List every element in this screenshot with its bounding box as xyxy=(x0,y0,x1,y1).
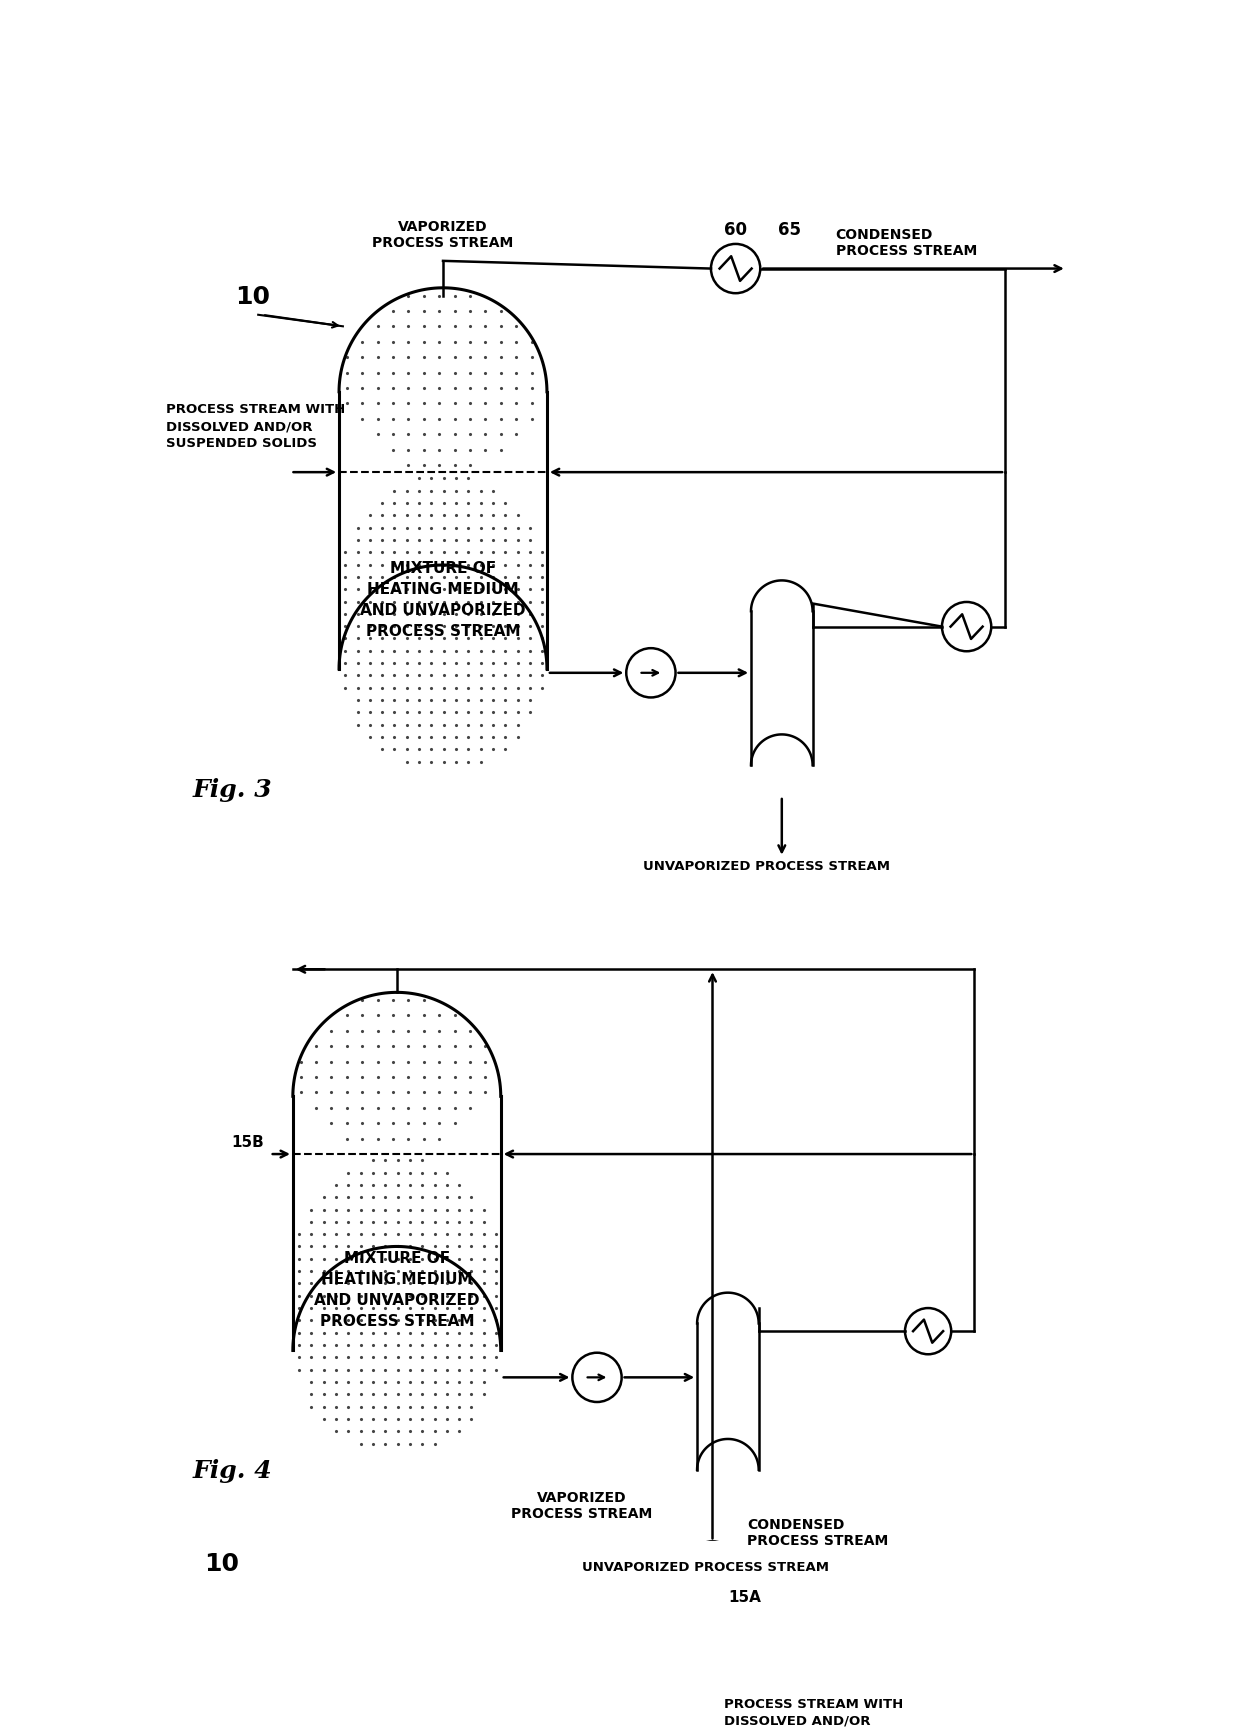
Text: PROCESS STREAM WITH
DISSOLVED AND/OR
SUSPENDED SOLIDS: PROCESS STREAM WITH DISSOLVED AND/OR SUS… xyxy=(724,1697,903,1732)
Text: MIXTURE OF
HEATING MEDIUM
AND UNVAPORIZED
PROCESS STREAM: MIXTURE OF HEATING MEDIUM AND UNVAPORIZE… xyxy=(314,1251,480,1328)
Text: 10: 10 xyxy=(205,1550,239,1574)
Text: 15B: 15B xyxy=(231,1134,264,1150)
Text: CONDENSED
PROCESS STREAM: CONDENSED PROCESS STREAM xyxy=(836,227,977,258)
Text: 65: 65 xyxy=(777,220,801,239)
Text: VAPORIZED
PROCESS STREAM: VAPORIZED PROCESS STREAM xyxy=(511,1490,652,1521)
Text: 60: 60 xyxy=(724,220,746,239)
Text: 15A: 15A xyxy=(728,1588,761,1604)
Text: Fig. 3: Fig. 3 xyxy=(192,778,273,802)
Text: UNVAPORIZED PROCESS STREAM: UNVAPORIZED PROCESS STREAM xyxy=(644,859,890,873)
Text: MIXTURE OF
HEATING MEDIUM
AND UNVAPORIZED
PROCESS STREAM: MIXTURE OF HEATING MEDIUM AND UNVAPORIZE… xyxy=(361,561,526,639)
Text: UNVAPORIZED PROCESS STREAM: UNVAPORIZED PROCESS STREAM xyxy=(582,1561,828,1573)
Text: CONDENSED
PROCESS STREAM: CONDENSED PROCESS STREAM xyxy=(748,1517,888,1547)
Text: PROCESS STREAM WITH
DISSOLVED AND/OR
SUSPENDED SOLIDS: PROCESS STREAM WITH DISSOLVED AND/OR SUS… xyxy=(166,404,345,450)
Text: VAPORIZED
PROCESS STREAM: VAPORIZED PROCESS STREAM xyxy=(372,220,513,249)
Text: 10: 10 xyxy=(236,286,270,308)
Text: Fig. 4: Fig. 4 xyxy=(192,1458,273,1483)
